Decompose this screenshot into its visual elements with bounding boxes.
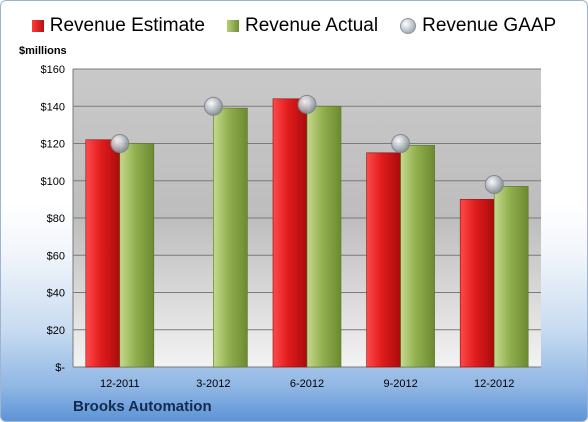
bar-revenue-actual <box>493 186 529 368</box>
marker-revenue-gaap <box>297 94 317 114</box>
y-tick-label: $- <box>55 362 65 374</box>
marker-revenue-gaap <box>110 134 130 153</box>
legend-label-gaap: Revenue GAAP <box>422 15 557 36</box>
y-tick-label: $20 <box>47 325 65 337</box>
legend-item-estimate: Revenue Estimate <box>31 15 205 37</box>
bar-revenue-actual <box>213 107 248 368</box>
y-unit-label: $millions <box>19 45 67 57</box>
marker-revenue-gaap <box>391 134 411 153</box>
legend-item-actual: Revenue Actual <box>227 15 378 37</box>
x-tick-label: 3-2012 <box>196 378 230 390</box>
bar-revenue-actual <box>400 145 435 368</box>
x-tick-label: 12-2011 <box>100 378 140 390</box>
y-tick-label: $100 <box>41 176 65 188</box>
legend-label-actual: Revenue Actual <box>245 15 379 36</box>
actual-swatch <box>227 20 239 32</box>
marker-revenue-gaap <box>484 174 504 194</box>
x-tick-label: 6-2012 <box>290 378 324 390</box>
company-name: Brooks Automation <box>73 398 212 415</box>
bar-revenue-actual <box>119 143 155 368</box>
y-tick-label: $80 <box>47 213 65 225</box>
bar-revenue-estimate <box>366 152 401 368</box>
bar-revenue-estimate <box>272 98 308 368</box>
y-tick-label: $160 <box>41 64 65 76</box>
legend: Revenue Estimate Revenue Actual Revenue … <box>1 15 587 37</box>
y-tick-label: $140 <box>41 101 65 113</box>
bar-revenue-estimate <box>459 199 495 368</box>
bar-revenue-actual <box>306 105 342 368</box>
y-tick-label: $120 <box>41 139 65 151</box>
marker-revenue-gaap <box>203 96 223 116</box>
x-tick-label: 9-2012 <box>383 378 417 390</box>
y-tick-label: $60 <box>47 250 65 262</box>
bar-revenue-estimate <box>85 139 121 368</box>
legend-item-gaap: Revenue GAAP <box>400 15 556 37</box>
x-tick-label: 12-2012 <box>474 378 514 390</box>
estimate-swatch <box>31 20 44 32</box>
gaap-swatch <box>400 18 417 34</box>
y-tick-label: $40 <box>47 288 65 300</box>
legend-label-estimate: Revenue Estimate <box>49 15 205 36</box>
